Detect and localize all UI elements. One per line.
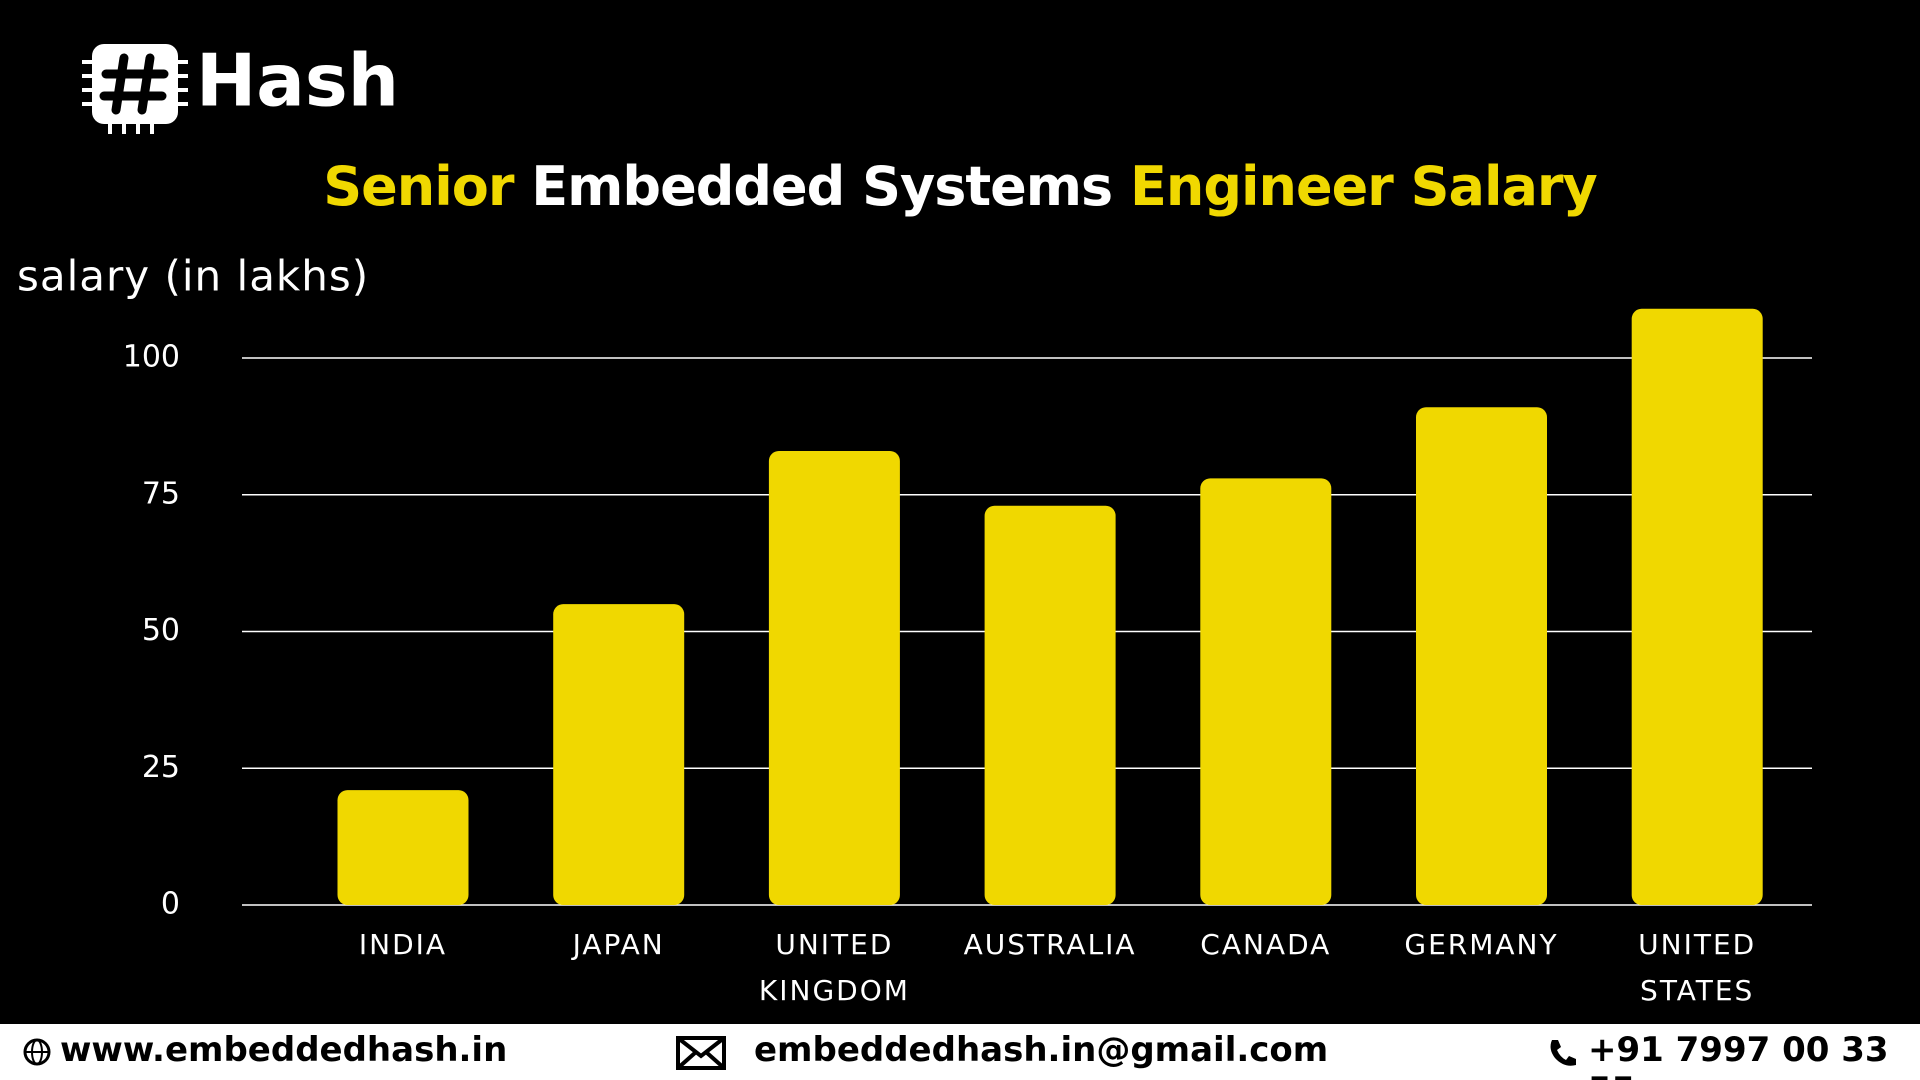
y-tick-label: 100 (123, 340, 180, 375)
x-tick-label: UNITED KINGDOM (758, 928, 910, 1007)
x-tick-label: JAPAN (572, 928, 665, 961)
x-tick-label: GERMANY (1404, 928, 1559, 961)
title-part: Senior (323, 155, 515, 218)
website: www.embeddedhash.in (60, 1030, 508, 1070)
x-tick-label: UNITED STATES (1638, 928, 1757, 1007)
x-tick-label: AUSTRALIA (963, 928, 1137, 961)
phone-icon (1550, 1040, 1576, 1066)
title-part: Embedded Systems (531, 155, 1112, 218)
email: embeddedhash.in@gmail.com (754, 1030, 1329, 1070)
bar (337, 790, 469, 905)
mail-icon (676, 1036, 726, 1070)
bar (1631, 308, 1763, 905)
y-tick-label: 25 (142, 750, 180, 785)
y-tick-label: 0 (161, 887, 180, 922)
y-tick-label: 75 (142, 476, 180, 511)
logo-text: Hash (196, 39, 399, 123)
title-part: Engineer Salary (1130, 155, 1598, 218)
x-tick-label: INDIA (358, 928, 448, 961)
bar (1416, 407, 1547, 905)
chart-title: Senior Embedded Systems Engineer Salary (323, 155, 1597, 218)
bar (984, 505, 1116, 905)
bar (1200, 478, 1332, 905)
phone: +91 7997 00 33 55 (1588, 1030, 1889, 1080)
x-tick-label: CANADA (1200, 928, 1332, 961)
bar (553, 604, 685, 905)
logo-icon (82, 44, 188, 134)
y-tick-label: 50 (142, 613, 180, 648)
y-axis-label: salary (in lakhs) (17, 252, 369, 301)
footer: www.embeddedhash.in embeddedhash.in@gmai… (0, 1024, 1920, 1080)
bar (768, 450, 900, 905)
globe-icon (23, 1038, 51, 1066)
